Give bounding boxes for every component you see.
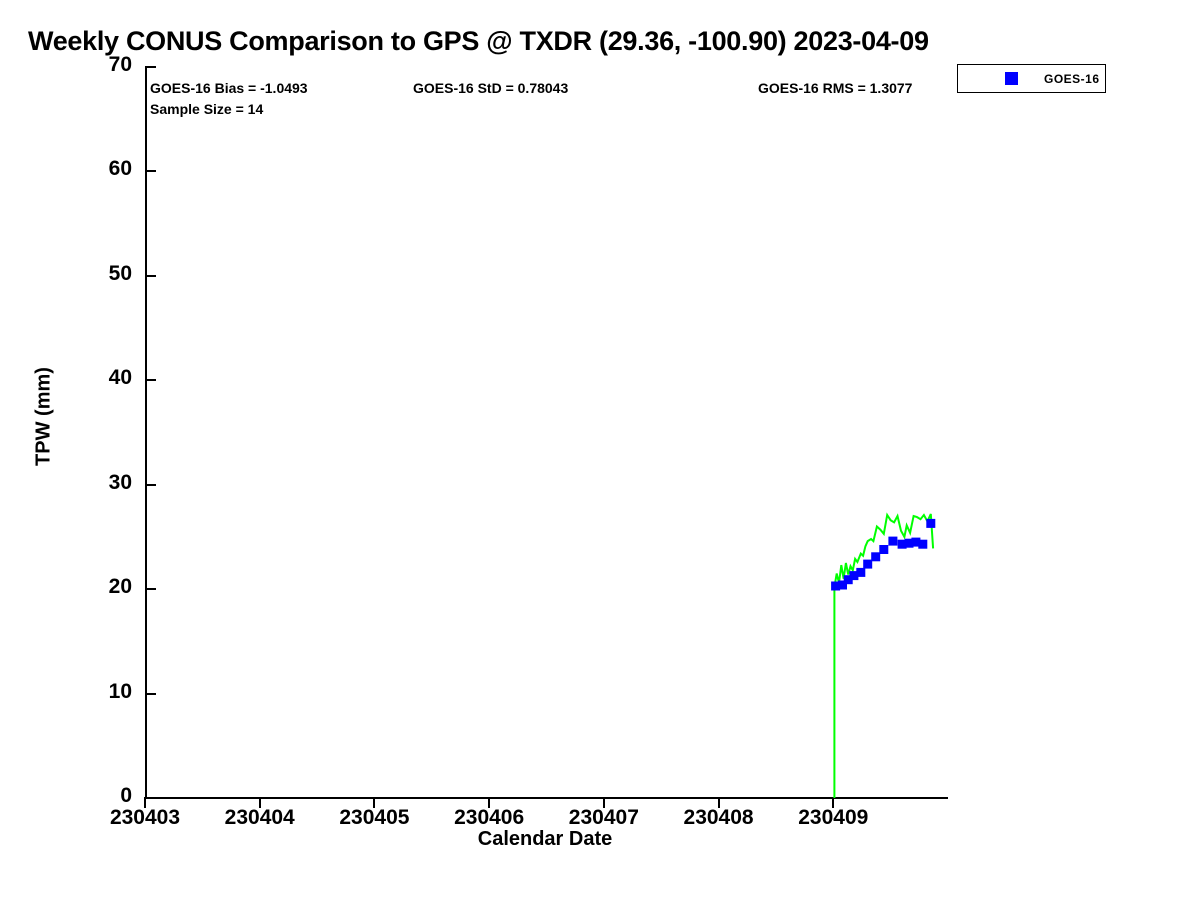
legend-label-goes16: GOES-16 (1044, 71, 1100, 86)
x-axis-tick (602, 797, 605, 808)
y-axis-tick (145, 274, 156, 277)
data-point-marker (897, 539, 907, 549)
chart-legend: GOES-16 (957, 64, 1106, 93)
goes16-series-markers (831, 518, 936, 591)
x-axis-tick-label: 230406 (454, 806, 525, 829)
data-point-marker (888, 536, 898, 546)
y-axis-tick-label: 50 (108, 261, 132, 285)
y-axis-tick-label: 70 (108, 53, 132, 76)
data-point-marker (856, 567, 866, 577)
x-axis-tick (373, 797, 376, 808)
y-axis-tick (145, 692, 156, 695)
data-point-marker (926, 518, 936, 528)
data-point-marker (879, 545, 889, 554)
data-point-marker (849, 571, 859, 581)
stat-bias: GOES-16 Bias = -1.0493 (150, 80, 308, 96)
y-axis-tick-label: 30 (108, 470, 132, 494)
x-axis-tick (488, 797, 491, 808)
x-axis-tick (832, 797, 835, 808)
x-axis-tick (717, 797, 720, 808)
x-axis-tick (144, 797, 146, 808)
x-axis-label: Calendar Date (477, 828, 613, 850)
x-axis-tick-label: 230407 (568, 806, 639, 829)
stat-rms: GOES-16 RMS = 1.3077 (758, 80, 913, 96)
y-axis-tick (145, 379, 156, 382)
y-axis-tick-label: 40 (108, 366, 132, 390)
gps-series-line (833, 512, 935, 798)
y-axis-tick-label: 60 (108, 157, 132, 181)
y-axis-tick (145, 483, 156, 486)
x-axis-tick-label: 230408 (683, 806, 754, 829)
y-axis-tick-label: 10 (108, 679, 132, 703)
x-axis-line (145, 797, 948, 799)
x-axis-tick-label: 230409 (798, 806, 869, 829)
page-title: Weekly CONUS Comparison to GPS @ TXDR (2… (28, 26, 929, 56)
stat-std: GOES-16 StD = 0.78043 (413, 80, 569, 96)
data-point-marker (871, 552, 881, 562)
x-axis-tick-label: 230403 (109, 806, 181, 829)
stat-sample-size: Sample Size = 14 (150, 101, 264, 117)
x-axis-tick-label: 230404 (224, 806, 295, 829)
data-point-marker (904, 538, 914, 548)
data-point-marker (831, 581, 841, 591)
data-point-marker (863, 559, 873, 569)
y-axis-tick (145, 170, 156, 173)
data-point-marker (843, 575, 853, 585)
data-point-marker (838, 580, 847, 590)
y-axis-tick-label: 0 (120, 784, 132, 807)
data-point-marker (911, 537, 921, 547)
y-axis-tick-label: 20 (108, 575, 132, 599)
y-axis-tick (145, 66, 156, 68)
x-axis-tick (258, 797, 261, 808)
y-axis-tick (145, 797, 156, 799)
legend-swatch-goes16-icon (1005, 72, 1018, 85)
x-axis-tick-label: 230405 (339, 806, 410, 829)
y-axis-tick (145, 588, 156, 591)
y-axis-line (145, 67, 147, 798)
data-point-marker (918, 539, 928, 549)
